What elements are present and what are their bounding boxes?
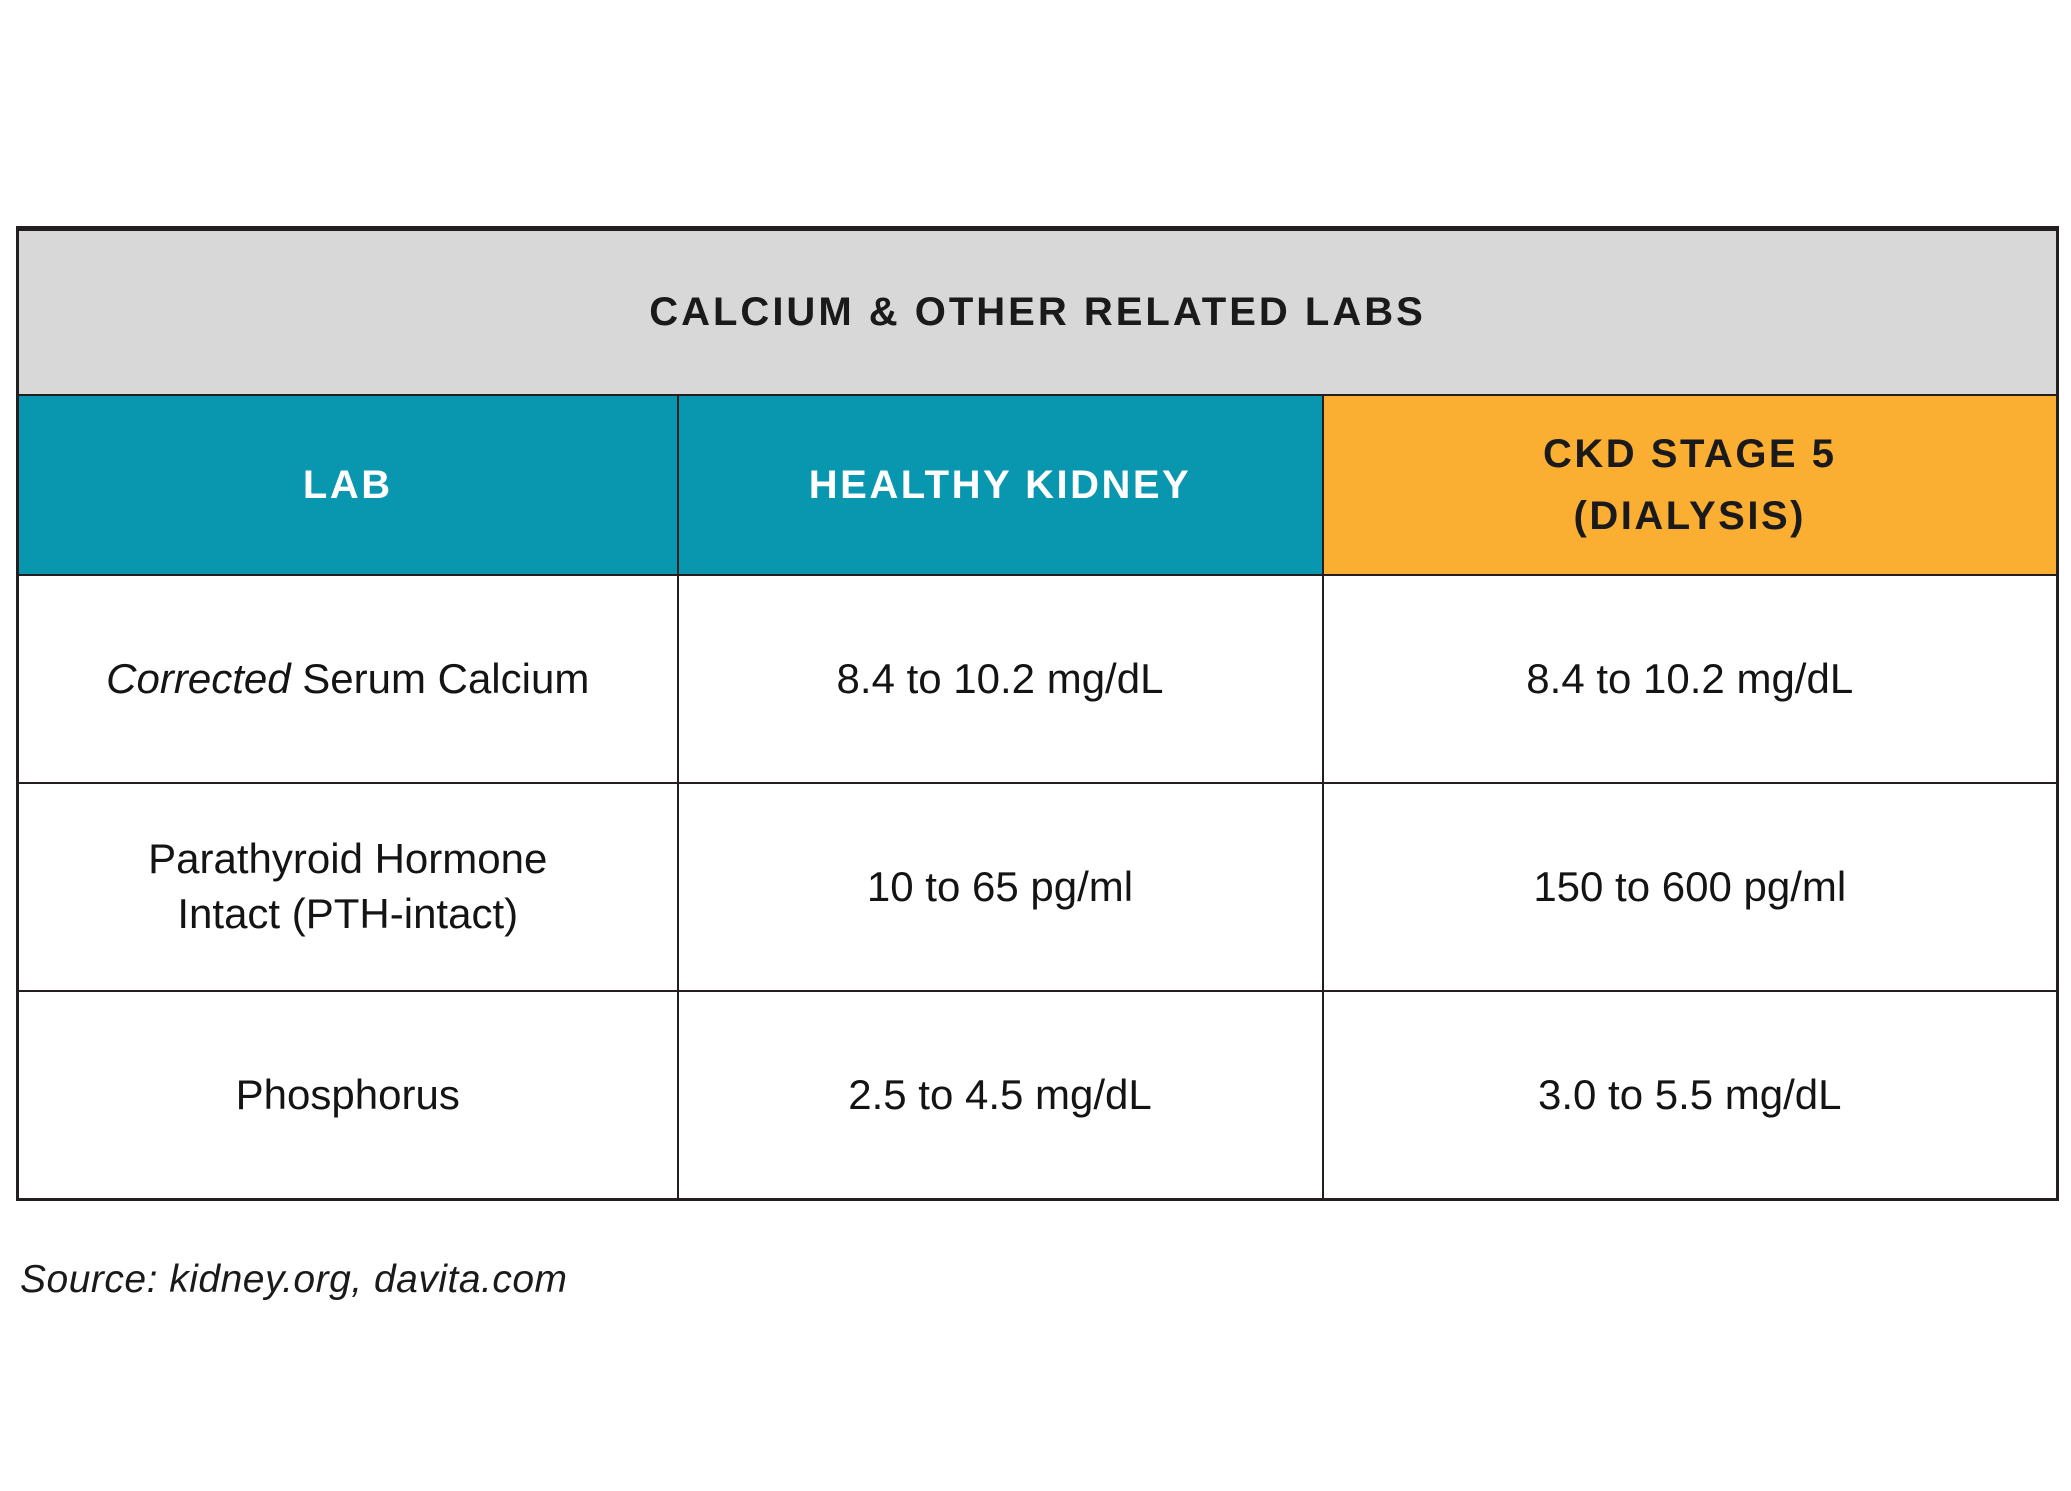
- lab-name-italic-part: Corrected: [106, 654, 291, 702]
- col-header-lab: LAB: [16, 394, 679, 576]
- cell-ckd-phosphorus: 3.0 to 5.5 mg/dL: [1321, 990, 2059, 1201]
- cell-lab-pth-intact: Parathyroid Hormone Intact (PTH-intact): [16, 782, 679, 992]
- table-row-corrected-serum-calcium: Corrected Serum Calcium 8.4 to 10.2 mg/d…: [16, 574, 2059, 784]
- cell-ckd-corrected-serum-calcium: 8.4 to 10.2 mg/dL: [1321, 574, 2059, 784]
- source-note: Source: kidney.org, davita.com: [20, 1258, 568, 1301]
- cell-healthy-phosphorus: 2.5 to 4.5 mg/dL: [676, 990, 1324, 1201]
- lab-name-regular-part: Serum Calcium: [290, 654, 590, 702]
- col-header-healthy-kidney: HEALTHY KIDNEY: [676, 394, 1324, 576]
- column-header-row: LAB HEALTHY KIDNEY CKD STAGE 5 (DIALYSIS…: [16, 394, 2059, 576]
- col-header-ckd-stage5-dialysis: CKD STAGE 5 (DIALYSIS): [1321, 394, 2059, 576]
- cell-lab-corrected-serum-calcium: Corrected Serum Calcium: [16, 574, 679, 784]
- table-title-row: CALCIUM & OTHER RELATED LABS: [16, 227, 2059, 396]
- cell-healthy-pth-intact: 10 to 65 pg/ml: [676, 782, 1324, 992]
- cell-ckd-pth-intact: 150 to 600 pg/ml: [1321, 782, 2059, 992]
- table-row-phosphorus: Phosphorus 2.5 to 4.5 mg/dL 3.0 to 5.5 m…: [16, 990, 2059, 1201]
- table-title: CALCIUM & OTHER RELATED LABS: [16, 227, 2059, 396]
- cell-lab-phosphorus: Phosphorus: [16, 990, 679, 1201]
- labs-table: CALCIUM & OTHER RELATED LABS LAB HEALTHY…: [16, 226, 2060, 1201]
- table-row-pth-intact: Parathyroid Hormone Intact (PTH-intact) …: [16, 782, 2059, 992]
- cell-healthy-corrected-serum-calcium: 8.4 to 10.2 mg/dL: [676, 574, 1324, 784]
